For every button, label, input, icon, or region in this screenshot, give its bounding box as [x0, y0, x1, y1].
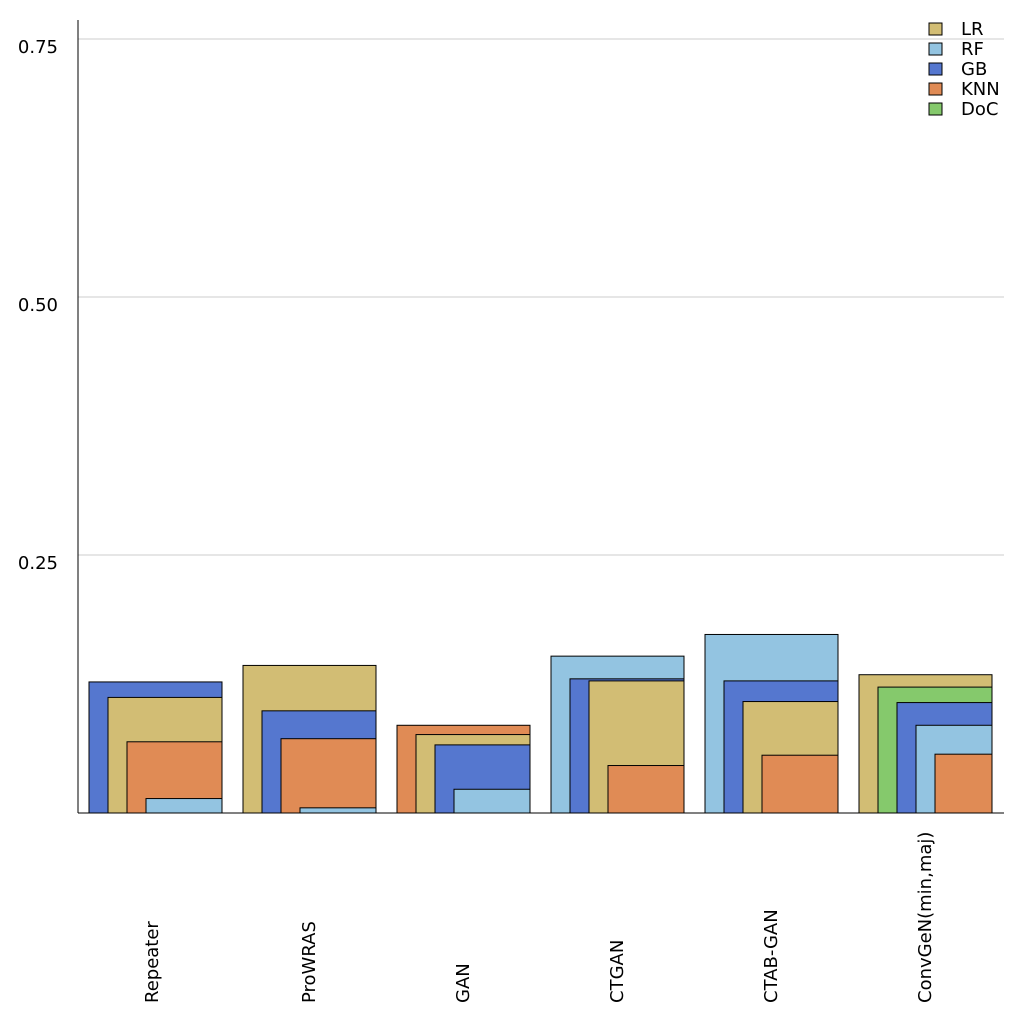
bar-group	[242, 664, 377, 814]
bars	[88, 633, 993, 814]
legend-swatch-knn	[928, 82, 943, 96]
legend-label-rf: RF	[961, 39, 984, 60]
x-tick-labels: Repeater ProWRAS GAN CTGAN CTAB-GAN ConvGeN(m…	[142, 832, 936, 1003]
bar-group	[550, 655, 685, 814]
legend-swatch-lr	[928, 22, 943, 36]
legend-label-gb: GB	[961, 59, 987, 80]
x-tick-label: ProWRAS	[299, 921, 320, 1003]
y-tick-label: 0.75	[18, 37, 58, 58]
bar-rf-0	[145, 798, 223, 814]
x-tick-label: CTGAN	[607, 940, 628, 1003]
legend-swatch-doc	[928, 102, 943, 116]
bar-group	[858, 674, 993, 814]
legend-label-lr: LR	[961, 19, 984, 40]
y-tick-label: 0.50	[18, 295, 58, 316]
legend-label-knn: KNN	[961, 79, 1000, 100]
bar-group	[88, 681, 223, 814]
legend-swatch-gb	[928, 62, 943, 76]
bar-rf-2	[453, 788, 531, 814]
legend-swatch-rf	[928, 42, 943, 56]
legend-label-doc: DoC	[961, 99, 998, 120]
bar-rf-1	[299, 807, 377, 814]
grid-lines	[78, 38, 1004, 556]
bar-group	[396, 724, 531, 814]
x-tick-label: CTAB-GAN	[761, 909, 782, 1003]
x-tick-label: Repeater	[142, 921, 163, 1003]
bar-knn-4	[761, 754, 839, 814]
y-tick-labels: 0.25 0.50 0.75	[18, 37, 58, 574]
bar-knn-1	[280, 738, 377, 814]
axes	[77, 20, 1004, 814]
bar-knn-3	[607, 765, 685, 814]
y-tick-label: 0.25	[18, 553, 58, 574]
bar-knn-5	[934, 753, 993, 814]
bar-group	[704, 633, 839, 814]
x-tick-label: GAN	[453, 963, 474, 1003]
x-tick-label: ConvGeN(min,maj)	[915, 832, 936, 1003]
